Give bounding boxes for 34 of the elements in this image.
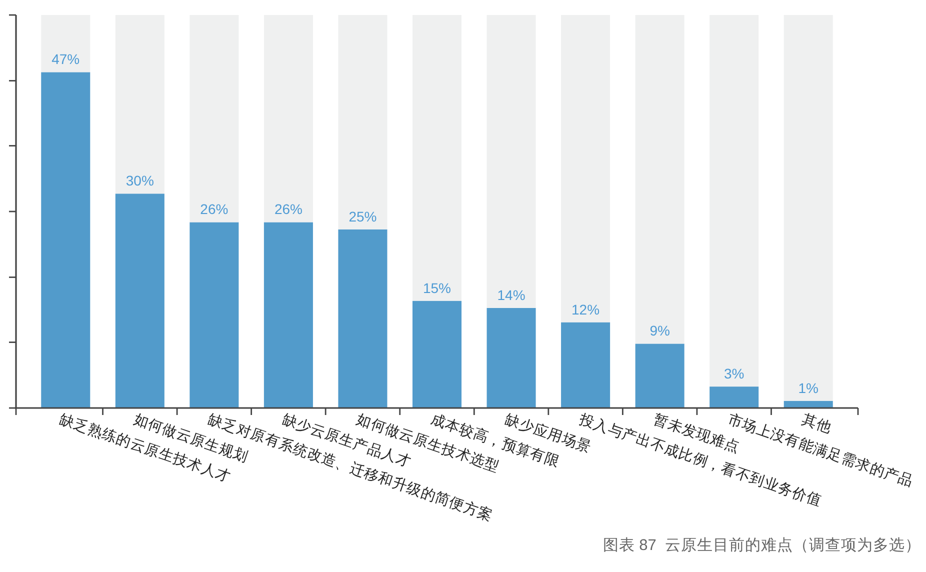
bar (190, 222, 239, 408)
data-label: 12% (572, 301, 600, 318)
bar (264, 222, 313, 408)
bar (115, 15, 164, 194)
bar (41, 72, 90, 408)
bar (635, 344, 684, 408)
bar (412, 15, 462, 301)
data-label: 25% (348, 208, 377, 224)
bar (115, 194, 164, 408)
bar (561, 15, 610, 322)
bar (486, 308, 536, 408)
text: 图表 87 云原生目前的难点（调查项为多选） (602, 536, 921, 554)
data-label: 26% (200, 201, 228, 218)
data-label: 3% (724, 366, 744, 382)
data-label: 26% (274, 201, 302, 218)
data-label: 1% (798, 380, 818, 396)
bar (710, 386, 759, 408)
bar (635, 15, 684, 344)
bar (710, 15, 759, 387)
data-label: 14% (497, 286, 526, 303)
data-label: 15% (422, 280, 452, 296)
data-label: 47% (52, 51, 80, 68)
bar (338, 229, 388, 408)
data-label: 9% (650, 322, 670, 339)
bar (41, 15, 90, 72)
data-label: 30% (126, 172, 154, 189)
bar (264, 15, 313, 222)
bar (486, 15, 536, 308)
x-tick-label: 其他 (800, 410, 834, 437)
bar (412, 300, 462, 408)
bar (190, 15, 239, 222)
bar (561, 322, 610, 408)
bar (784, 15, 833, 401)
bar (338, 15, 388, 230)
